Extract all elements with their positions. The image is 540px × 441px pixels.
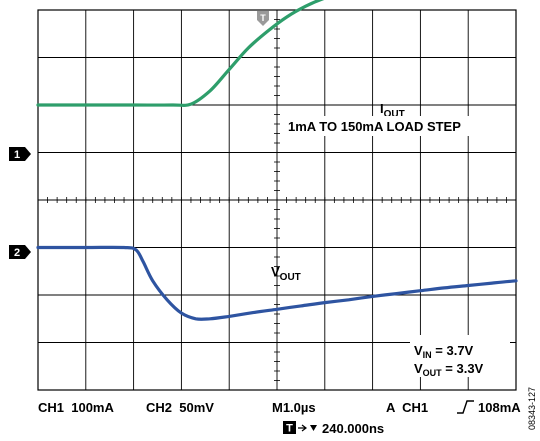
rising-edge-icon [457,400,474,414]
vout-sub: OUT [280,272,301,283]
graticule-grid [37,9,517,391]
ch2-ground-marker: 2 [9,245,31,259]
timebase-readout: M1.0µs [272,400,316,415]
ch2-trace [36,245,518,321]
vout-main: V [271,264,280,279]
trigger-source-readout: A CH1 [386,400,428,415]
down-triangle-icon [310,425,317,431]
vout-annotation: VOUT [271,264,301,283]
ch1-marker-label: 1 [14,149,20,161]
conditions-background [410,335,510,377]
ch2-marker-label: 2 [14,247,20,259]
vout-condition: VOUT = 3.3V [414,361,484,378]
load-step-annotation: 1mA TO 150mA LOAD STEP [288,119,461,134]
figure-id: 08343-127 [527,387,537,430]
ch1-ground-marker: 1 [9,147,31,161]
iout-sub: OUT [384,109,405,120]
ch2-scale-readout: CH2 50mV [146,400,214,415]
iout-annotation: IOUT [380,101,405,120]
ch1-scale-readout: CH1 100mA [38,400,114,415]
trigger-position-marker: T [257,11,269,26]
plot-frame [37,9,517,391]
svg-text:T: T [286,423,293,435]
load-step-background [282,116,510,136]
vin-condition: VIN = 3.7V [414,343,474,360]
trace-layer [36,0,518,321]
trigger-marker-letter: T [260,13,266,23]
right-arrow-icon [298,424,307,432]
trigger-offset-icon: T [283,421,296,435]
trigger-offset-readout: 240.000ns [322,421,384,436]
iout-main: I [380,101,384,116]
trigger-level-readout: 108mA [478,400,521,415]
ch1-trace [36,0,325,107]
